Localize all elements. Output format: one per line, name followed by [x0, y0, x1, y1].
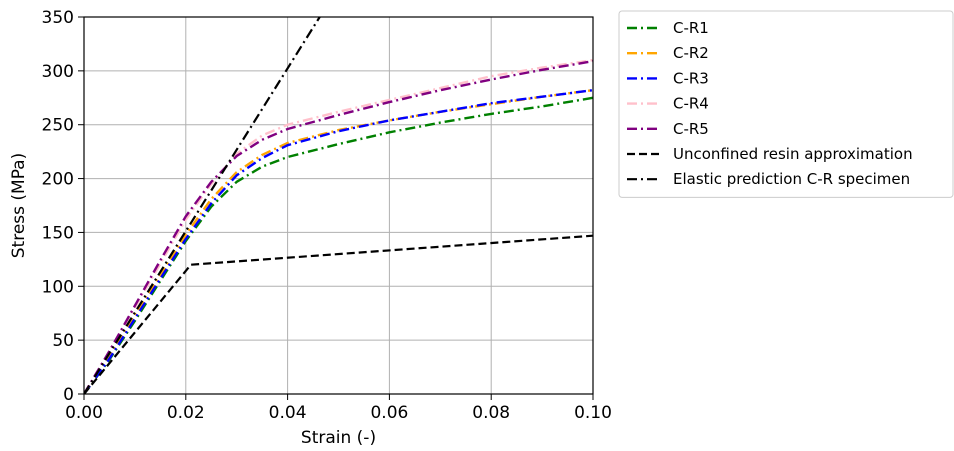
grid: [83, 16, 594, 395]
series-line-c-r1: [84, 96, 593, 394]
legend-label: C-R1: [673, 19, 709, 37]
series-line-elastic-prediction-c-r-specimen: [84, 17, 321, 394]
x-tick-label: 0.04: [269, 403, 307, 423]
y-axis-label: Stress (MPa): [9, 153, 29, 259]
series-line-unconfined-resin-approximation: [84, 234, 593, 394]
x-tick-label: 0.00: [65, 403, 103, 423]
legend-label: Unconfined resin approximation: [673, 145, 913, 163]
legend: C-R1 C-R2 C-R3 C-R4 C-R5 Unconfined resin app…: [618, 10, 954, 198]
x-tick-label: 0.02: [167, 403, 205, 423]
series-line-c-r5: [84, 60, 593, 394]
legend-label: C-R5: [673, 120, 709, 138]
legend-box: [618, 10, 954, 198]
legend-label: C-R3: [673, 69, 709, 87]
y-tick-label: 150: [42, 223, 74, 243]
plot-frame: [83, 16, 594, 395]
series-line-c-r4: [84, 58, 593, 394]
x-tick-label: 0.10: [574, 403, 612, 423]
series-line-c-r3: [84, 89, 593, 394]
legend-label: C-R2: [673, 44, 709, 62]
y-tick-label: 0: [63, 385, 74, 405]
x-tick-label: 0.06: [370, 403, 408, 423]
y-tick-label: 300: [42, 62, 74, 82]
series-line-c-r2: [84, 89, 593, 394]
y-tick-label: 250: [42, 116, 74, 136]
y-tick-label: 50: [52, 331, 74, 351]
series-lines: [84, 17, 593, 394]
axis-ticks: 0.00 0.02 0.04 0.06 0.08 0.10 0 50 100 150 200 250 3…: [42, 8, 612, 423]
y-tick-label: 350: [42, 8, 74, 28]
legend-label: Elastic prediction C-R specimen: [673, 170, 910, 188]
y-tick-label: 100: [42, 277, 74, 297]
x-axis-label: Strain (-): [301, 428, 376, 447]
x-tick-label: 0.08: [472, 403, 510, 423]
legend-label: C-R4: [673, 95, 709, 113]
y-tick-label: 200: [42, 170, 74, 190]
